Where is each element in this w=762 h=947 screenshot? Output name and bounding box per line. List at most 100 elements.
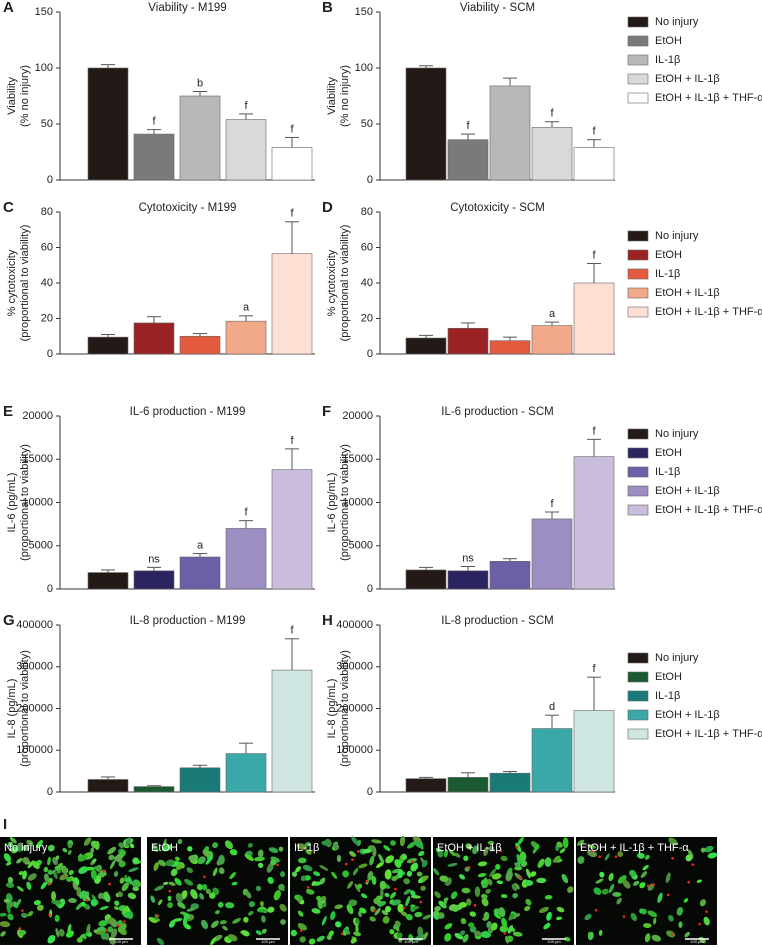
bar — [87, 779, 129, 793]
cell — [334, 921, 342, 928]
cell — [633, 880, 640, 886]
cell — [224, 840, 233, 850]
cell — [211, 920, 219, 929]
cell — [32, 861, 40, 870]
cell — [403, 888, 411, 895]
cell — [5, 861, 12, 866]
cell — [524, 880, 534, 886]
cell — [483, 911, 490, 921]
scale-bar-label: 100 μm — [114, 939, 128, 944]
bar — [87, 67, 129, 181]
bar — [133, 133, 175, 181]
cell — [255, 930, 262, 936]
cell — [496, 880, 504, 885]
y-tick-label: 0 — [367, 174, 373, 186]
cell — [556, 906, 565, 913]
cell — [460, 918, 467, 925]
image-label: IL-1β — [294, 842, 319, 854]
legend-swatch — [627, 652, 649, 664]
cell — [22, 857, 30, 864]
y-tick-label: 0 — [367, 786, 373, 798]
cell — [117, 891, 124, 898]
cell — [525, 898, 532, 906]
significance-label: f — [466, 120, 470, 132]
significance-label: f — [290, 435, 294, 447]
chart-title: IL-8 production - SCM — [441, 615, 554, 627]
cell — [175, 892, 183, 903]
y-axis-label: IL-8 (pg/mL) — [326, 679, 338, 739]
cell — [367, 845, 376, 850]
micrograph: EtOH + IL-1β + THF-α 100 μm — [576, 837, 718, 945]
cell — [316, 895, 322, 901]
cell — [491, 873, 502, 880]
bar — [405, 569, 447, 590]
cell — [95, 864, 103, 872]
cell — [5, 882, 15, 888]
y-tick-label: 100000 — [336, 744, 373, 756]
cell — [587, 931, 594, 941]
cell — [477, 873, 487, 878]
cell — [227, 934, 238, 942]
cell — [331, 871, 338, 879]
cell — [114, 906, 119, 910]
y-tick-label: 300000 — [16, 661, 53, 673]
dead-cell — [594, 908, 598, 912]
panel-label: B — [322, 0, 333, 16]
dead-cell — [598, 855, 602, 859]
cell — [98, 920, 108, 927]
significance-label: f — [290, 123, 294, 135]
y-axis-label: Viability — [6, 77, 18, 115]
cell — [530, 871, 537, 877]
cell — [556, 916, 563, 921]
cell — [485, 888, 491, 894]
cell — [500, 855, 508, 862]
cell — [121, 905, 129, 915]
cell — [26, 881, 32, 890]
significance-label: f — [592, 249, 596, 261]
legend-swatch — [627, 485, 649, 497]
cell — [576, 839, 585, 846]
cell — [217, 901, 224, 908]
bar — [447, 570, 489, 590]
legend-swatch — [627, 249, 649, 261]
cell — [52, 856, 58, 866]
cell — [218, 867, 225, 875]
y-tick-label: 400000 — [16, 619, 53, 631]
cell — [218, 854, 225, 865]
cell — [273, 889, 281, 901]
cell — [394, 920, 401, 927]
dead-cell — [299, 929, 303, 932]
cell — [495, 864, 501, 870]
cell — [657, 892, 663, 903]
cell — [437, 912, 445, 919]
cell — [167, 895, 172, 902]
y-tick-label: 20000 — [342, 410, 373, 422]
cell — [280, 871, 286, 878]
cell — [259, 900, 264, 907]
cell — [367, 870, 374, 881]
bar — [179, 335, 221, 355]
legend-label: IL-1β — [655, 466, 680, 478]
legend-swatch — [627, 690, 649, 702]
significance-label: a — [197, 539, 204, 551]
cell — [132, 886, 140, 892]
y-axis-label: Viability — [326, 77, 338, 115]
cell — [459, 874, 466, 880]
cell — [90, 869, 97, 880]
cell — [515, 842, 522, 853]
cell — [403, 878, 410, 885]
cell — [505, 870, 513, 882]
cell — [653, 917, 657, 925]
dead-cell — [102, 870, 106, 873]
cell — [361, 893, 368, 899]
cell — [158, 859, 167, 867]
cell — [665, 872, 671, 884]
cell — [608, 873, 614, 882]
cell — [389, 892, 397, 899]
cell — [525, 868, 531, 879]
cell — [561, 873, 569, 884]
legend-label: EtOH + IL-1β — [655, 73, 720, 85]
y-axis-label: IL-6 (pg/mL) — [6, 473, 18, 533]
cell — [162, 838, 167, 849]
cell — [461, 887, 471, 894]
